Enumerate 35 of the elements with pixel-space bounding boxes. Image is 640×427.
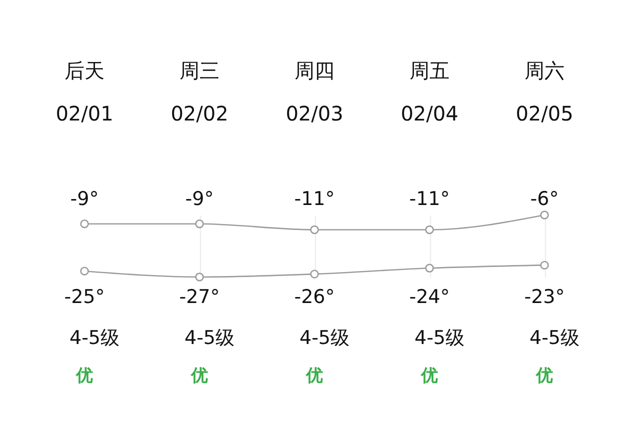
- data-label: -27°: [179, 286, 220, 308]
- point: [540, 210, 549, 220]
- data-label: -11°: [294, 188, 335, 210]
- point: [310, 225, 319, 234]
- text: 优: [420, 366, 438, 386]
- data-label: -26°: [294, 286, 335, 308]
- data-label: -11°: [409, 188, 450, 210]
- x-tick-label: 后天 02/01: [56, 58, 114, 126]
- data-label: -6°: [530, 188, 559, 210]
- data-label: -24°: [409, 286, 450, 308]
- x-tick-label: 周六 02/05: [516, 58, 574, 126]
- x-tick-label: 周四 02/03: [286, 58, 344, 126]
- point: [195, 220, 204, 228]
- text: 4-5级: [414, 327, 465, 349]
- point: [80, 220, 89, 228]
- text: 优: [535, 366, 553, 386]
- text: 优: [305, 366, 323, 386]
- text: 4-5级: [184, 327, 235, 349]
- point: [80, 266, 89, 276]
- point: [195, 272, 204, 282]
- data-label: -9°: [70, 188, 99, 210]
- point: [540, 260, 549, 270]
- data-label: -25°: [64, 286, 105, 308]
- text: 4-5级: [299, 327, 350, 349]
- point: [425, 264, 434, 272]
- data-label: -23°: [524, 286, 565, 308]
- x-tick-label: 周三 02/02: [170, 58, 228, 126]
- data-label: -9°: [185, 188, 214, 210]
- text: 4-5级: [69, 327, 120, 349]
- x-tick-label: 周五 02/04: [400, 58, 458, 126]
- text: 4-5级: [529, 327, 580, 349]
- text: 优: [75, 366, 93, 386]
- point: [425, 225, 434, 234]
- text: 优: [190, 366, 208, 386]
- point: [310, 270, 319, 278]
